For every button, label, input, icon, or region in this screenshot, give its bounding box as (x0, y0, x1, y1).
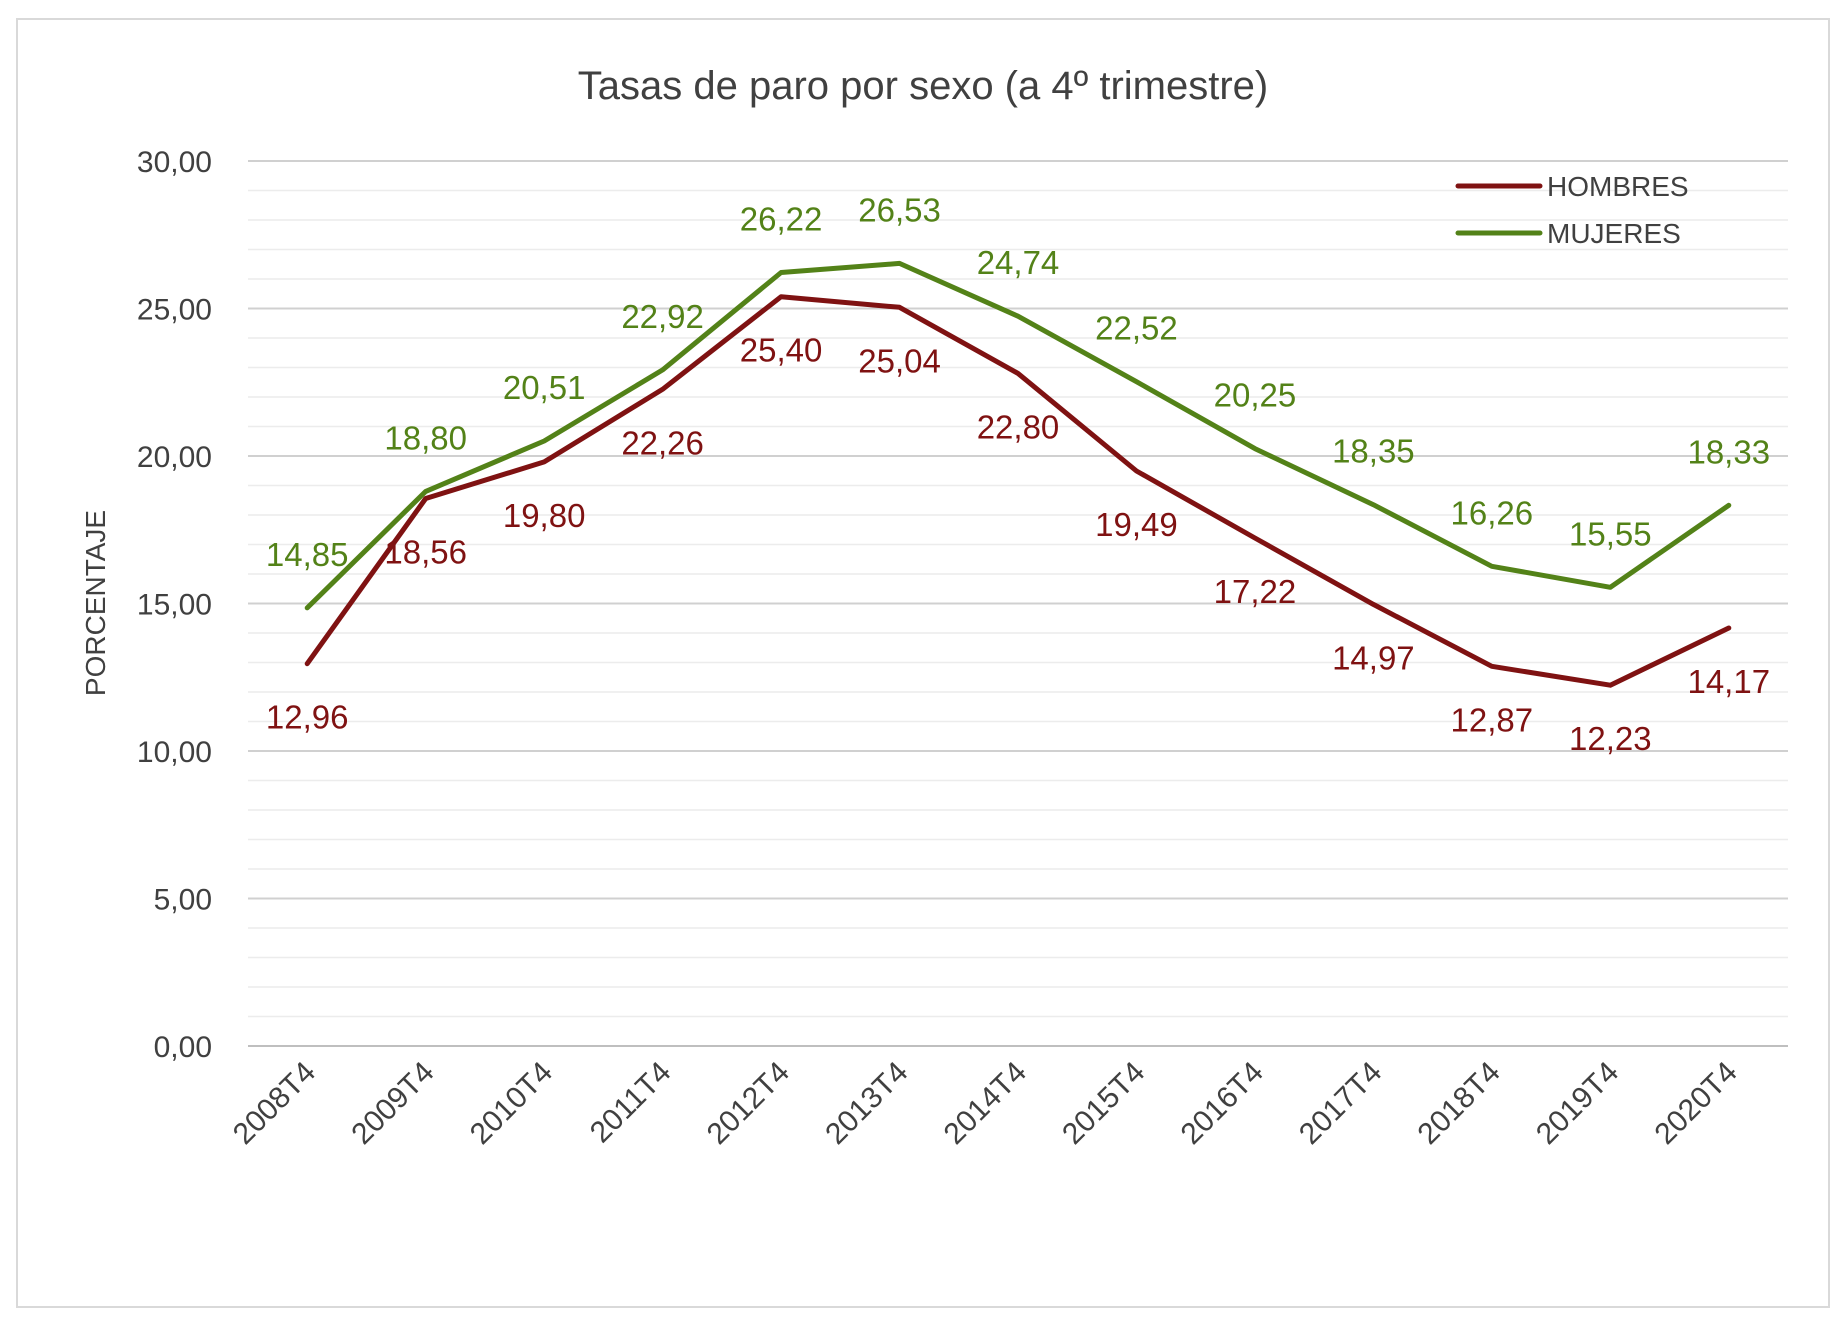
data-label-hombres: 12,87 (1451, 701, 1534, 738)
data-label-mujeres: 18,80 (384, 419, 467, 456)
x-tick-label: 2018T4 (1412, 1056, 1507, 1151)
data-label-mujeres: 22,92 (621, 298, 704, 335)
series-line-hombres (304, 294, 1732, 688)
y-tick-label: 15,00 (137, 589, 212, 622)
data-label-mujeres: 26,22 (740, 201, 823, 238)
y-tick-label: 20,00 (137, 441, 212, 474)
data-label-hombres: 22,26 (621, 424, 704, 461)
y-axis-title: PORCENTAJE (80, 510, 111, 696)
x-tick-label: 2009T4 (345, 1056, 440, 1151)
y-tick-label: 30,00 (137, 146, 212, 179)
data-label-hombres: 14,17 (1687, 663, 1770, 700)
data-labels: 12,96 18,56 19,80 22,26 25,40 25,04 22,80 19,49… (266, 191, 1770, 757)
data-label-mujeres: 18,35 (1332, 433, 1415, 470)
data-label-hombres: 25,40 (740, 332, 823, 369)
x-tick-label: 2012T4 (701, 1056, 796, 1151)
data-label-mujeres: 20,51 (503, 369, 586, 406)
x-tick-label: 2010T4 (464, 1056, 559, 1151)
series-line-mujeres (304, 260, 1732, 611)
data-label-mujeres: 15,55 (1569, 515, 1652, 552)
data-label-hombres: 19,80 (503, 497, 586, 534)
data-label-mujeres: 16,26 (1451, 494, 1534, 531)
x-tick-label: 2017T4 (1293, 1056, 1388, 1151)
x-tick-label: 2015T4 (1056, 1056, 1151, 1151)
x-axis-tick-labels: 2008T4 2009T4 2010T4 2011T4 2012T4 2013T4 2014… (227, 1056, 1744, 1151)
data-label-mujeres: 14,85 (266, 536, 349, 573)
data-label-hombres: 18,56 (384, 533, 467, 570)
x-tick-label: 2014T4 (938, 1056, 1033, 1151)
data-label-hombres: 22,80 (977, 408, 1060, 445)
gridlines (248, 160, 1788, 1047)
x-tick-label: 2011T4 (584, 1056, 678, 1150)
x-tick-label: 2019T4 (1530, 1056, 1625, 1151)
x-tick-label: 2020T4 (1648, 1056, 1743, 1151)
legend-label-hombres: HOMBRES (1547, 171, 1689, 202)
legend: HOMBRES MUJERES (1455, 171, 1689, 249)
data-label-mujeres: 22,52 (1095, 310, 1178, 347)
series-lines (304, 260, 1732, 688)
data-label-mujeres: 18,33 (1687, 433, 1770, 470)
data-label-hombres: 17,22 (1214, 573, 1297, 610)
y-tick-label: 5,00 (154, 884, 212, 917)
legend-label-mujeres: MUJERES (1547, 218, 1681, 249)
x-tick-label: 2008T4 (227, 1056, 322, 1151)
y-tick-label: 10,00 (137, 736, 212, 769)
y-axis-tick-labels: 0,00 5,00 10,00 15,00 20,00 25,00 30,00 (137, 146, 212, 1064)
y-tick-label: 25,00 (137, 294, 212, 327)
data-label-hombres: 14,97 (1332, 639, 1415, 676)
data-label-hombres: 12,23 (1569, 720, 1652, 757)
x-tick-label: 2013T4 (819, 1056, 914, 1151)
chart-title: Tasas de paro por sexo (a 4º trimestre) (578, 64, 1268, 108)
data-label-hombres: 19,49 (1095, 506, 1178, 543)
data-label-mujeres: 26,53 (858, 191, 941, 228)
data-label-mujeres: 24,74 (977, 244, 1060, 281)
y-tick-label: 0,00 (154, 1031, 212, 1064)
data-label-mujeres: 20,25 (1214, 377, 1297, 414)
data-label-hombres: 25,04 (858, 342, 941, 379)
data-label-hombres: 12,96 (266, 699, 349, 736)
x-tick-label: 2016T4 (1175, 1056, 1270, 1151)
